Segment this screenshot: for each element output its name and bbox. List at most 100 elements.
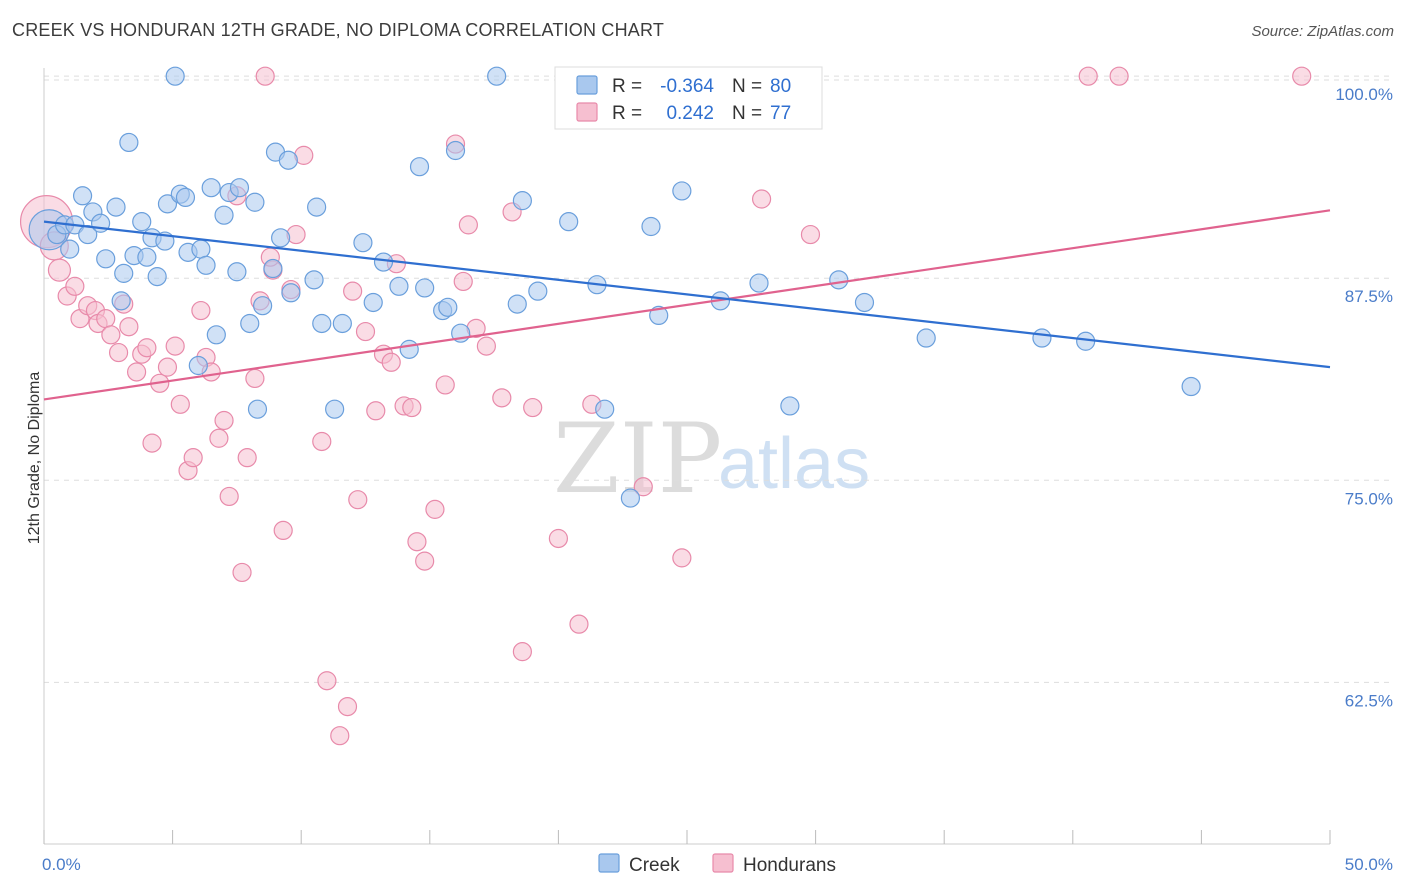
creek-point <box>132 212 152 232</box>
creek-point <box>157 194 178 214</box>
creek-point <box>507 294 527 314</box>
hondurans-point <box>476 336 496 356</box>
creek-point <box>72 186 93 206</box>
creek-point <box>191 239 211 259</box>
hondurans-point <box>512 642 532 662</box>
creek-point <box>332 313 352 334</box>
creek-point <box>247 399 268 419</box>
hondurans-point <box>569 614 589 634</box>
y-tick-label: 87.5% <box>1345 287 1393 306</box>
y-tick-labels: 100.0% 87.5% 75.0% 62.5% <box>1335 85 1393 710</box>
creek-point <box>227 262 247 282</box>
trend-lines <box>43 209 1331 401</box>
hondurans-point <box>1078 66 1098 86</box>
creek-point <box>147 267 167 287</box>
hondurans-n-label: N = <box>732 103 762 124</box>
creek-trend-line <box>43 220 1331 369</box>
watermark: ZIP atlas <box>553 403 870 515</box>
creek-point <box>278 150 298 170</box>
creek-point <box>749 273 769 293</box>
creek-point <box>304 270 324 290</box>
x-tick-min: 0.0% <box>42 855 81 874</box>
hondurans-point <box>245 368 265 389</box>
creek-point <box>240 313 260 334</box>
creek-point <box>353 233 373 253</box>
hondurans-point <box>435 375 455 395</box>
stats-legend-box <box>554 66 823 130</box>
creek-r-label: R = <box>612 76 642 97</box>
x-tick-max: 50.0% <box>1345 855 1393 874</box>
creek-point <box>916 328 936 348</box>
hondurans-point <box>312 431 332 452</box>
creek-point <box>363 292 383 313</box>
hondurans-point <box>330 726 350 746</box>
hondurans-point <box>800 224 821 245</box>
y-tick-label: 62.5% <box>1345 691 1393 710</box>
creek-point <box>263 258 283 279</box>
watermark-atlas: atlas <box>718 424 870 504</box>
creek-point <box>229 178 250 198</box>
hondurans-point <box>214 410 234 431</box>
creek-point <box>175 187 196 208</box>
hondurans-point <box>366 401 386 421</box>
creek-point <box>438 297 458 317</box>
creek-point <box>307 197 327 217</box>
creek-point <box>188 355 208 376</box>
creek-point <box>325 399 345 419</box>
creek-point <box>649 305 669 326</box>
creek-point <box>641 216 661 237</box>
creek-point <box>409 157 430 177</box>
creek-point <box>201 178 221 198</box>
creek-point <box>253 296 273 316</box>
creek-point <box>60 239 80 259</box>
creek-point <box>399 339 419 359</box>
hondurans-point <box>191 300 211 321</box>
hondurans-point <box>101 325 121 345</box>
creek-point <box>312 313 332 334</box>
hondurans-point <box>273 520 293 541</box>
hondurans-point <box>337 696 358 717</box>
hondurans-point <box>47 258 72 282</box>
creek-point <box>106 197 126 217</box>
hondurans-point <box>1109 66 1129 86</box>
creek-point <box>595 399 615 419</box>
creek-series-swatch <box>598 853 620 873</box>
hondurans-point <box>183 448 203 468</box>
hondurans-point <box>672 548 692 568</box>
hondurans-point <box>119 317 139 337</box>
creek-point <box>672 181 692 201</box>
hondurans-point <box>219 486 239 507</box>
hondurans-series-swatch <box>712 853 734 873</box>
hondurans-point <box>407 532 427 552</box>
hondurans-point <box>548 528 569 549</box>
y-axis-label: 12th Grade, No Diploma <box>26 372 43 545</box>
creek-point <box>1032 328 1052 348</box>
creek-point <box>111 291 131 311</box>
hondurans-point <box>523 397 543 418</box>
creek-point <box>96 249 116 269</box>
hondurans-r-label: R = <box>612 103 642 124</box>
creek-r-value: -0.364 <box>660 76 714 97</box>
creek-n-label: N = <box>732 76 762 97</box>
creek-point <box>1181 376 1201 397</box>
creek-point <box>559 212 579 232</box>
hondurans-series-label: Hondurans <box>743 855 836 876</box>
y-tick-label: 100.0% <box>1335 85 1393 104</box>
creek-point <box>119 132 139 153</box>
creek-legend-swatch <box>576 75 598 95</box>
creek-point <box>214 205 234 225</box>
creek-point <box>114 263 134 283</box>
hondurans-point <box>1292 66 1312 86</box>
hondurans-point <box>96 309 116 329</box>
creek-point <box>780 396 800 416</box>
hondurans-point <box>415 551 435 571</box>
hondurans-point <box>65 276 85 296</box>
creek-series-label: Creek <box>629 855 680 876</box>
creek-point <box>829 270 849 290</box>
creek-point <box>165 66 185 86</box>
hondurans-point <box>492 388 512 408</box>
series-legend: Creek Hondurans <box>598 853 836 876</box>
hondurans-point <box>348 490 368 510</box>
hondurans-point <box>286 224 306 245</box>
